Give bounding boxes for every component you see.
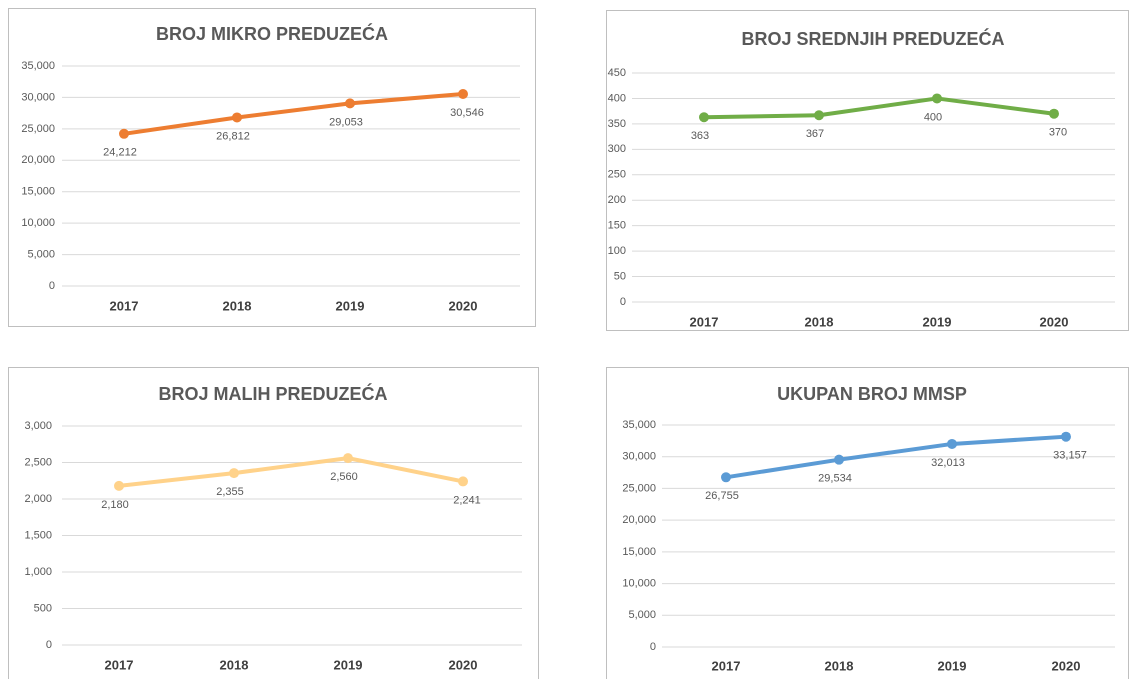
- x-tick-label: 2017: [712, 658, 741, 673]
- y-tick-label: 2,500: [24, 456, 52, 468]
- point: [458, 88, 468, 99]
- y-tick-label: 350: [608, 118, 626, 130]
- y-tick-label: 100: [608, 245, 626, 257]
- y-tick-label: 25,000: [622, 482, 656, 494]
- data-label: 24,212: [103, 147, 137, 159]
- x-tick-label: 2019: [334, 657, 363, 672]
- y-tick-label: 200: [608, 194, 626, 206]
- y-tick-label: 20,000: [622, 514, 656, 526]
- data-label: 26,755: [705, 490, 739, 502]
- data-label: 2,560: [330, 471, 358, 483]
- y-tick-label: 10,000: [622, 577, 656, 589]
- y-tick-label: 0: [620, 296, 626, 308]
- data-label: 32,013: [931, 457, 965, 469]
- chart: BROJ SREDNJIH PREDUZEĆA 0 50 100 150 200 250 30…: [606, 10, 1129, 331]
- point: [1061, 431, 1071, 442]
- y-tick-label: 30,000: [622, 451, 656, 463]
- x-tick-label: 2017: [690, 314, 719, 329]
- chart-title: UKUPAN BROJ MMSP: [777, 384, 967, 404]
- point: [232, 112, 242, 123]
- x-tick-label: 2020: [449, 298, 478, 313]
- point: [229, 468, 239, 479]
- y-tick-label: 20,000: [21, 154, 55, 166]
- y-tick-label: 5,000: [628, 609, 656, 621]
- line: [725, 434, 1067, 480]
- y-tick-label: 35,000: [622, 419, 656, 431]
- y-tick-label: 5,000: [27, 248, 55, 260]
- data-label: 29,534: [818, 473, 852, 485]
- y-tick-label: 300: [608, 143, 626, 155]
- x-tick-label: 2020: [1040, 314, 1069, 329]
- point: [345, 98, 355, 109]
- y-tick-label: 500: [34, 602, 52, 614]
- chart-title: BROJ MALIH PREDUZEĆA: [158, 383, 387, 404]
- y-tick-label: 0: [46, 639, 52, 651]
- point: [119, 128, 129, 139]
- line: [703, 96, 1055, 120]
- point: [699, 112, 709, 123]
- y-tick-label: 35,000: [21, 60, 55, 72]
- point: [343, 453, 353, 464]
- data-label: 2,241: [453, 494, 481, 506]
- x-tick-label: 2017: [105, 657, 134, 672]
- x-tick-label: 2018: [805, 314, 834, 329]
- y-tick-label: 450: [608, 67, 626, 79]
- chart-frame: [8, 8, 536, 327]
- line: [123, 92, 464, 136]
- y-tick-label: 15,000: [622, 546, 656, 558]
- x-tick-label: 2018: [220, 657, 249, 672]
- x-tick-label: 2020: [1052, 658, 1081, 673]
- chart: UKUPAN BROJ MMSP 0 5,000 10,000 15,000 20,000…: [606, 367, 1129, 679]
- data-label: 400: [924, 111, 942, 123]
- x-tick-label: 2018: [223, 298, 252, 313]
- chart-frame: [8, 367, 539, 679]
- y-tick-label: 1,000: [24, 566, 52, 578]
- x-tick-label: 2017: [110, 298, 139, 313]
- y-tick-label: 250: [608, 169, 626, 181]
- y-tick-label: 2,000: [24, 493, 52, 505]
- data-label: 367: [806, 128, 824, 140]
- chart: BROJ MALIH PREDUZEĆA 0 500 1,000 1,500 2,000 2…: [8, 367, 539, 679]
- data-label: 33,157: [1053, 450, 1087, 462]
- chart: BROJ MIKRO PREDUZEĆA 0 5,000 10,000 15,000 20…: [8, 8, 536, 327]
- point: [932, 93, 942, 104]
- data-label: 29,053: [329, 116, 363, 128]
- data-label: 370: [1049, 127, 1067, 139]
- point: [721, 472, 731, 483]
- y-tick-label: 30,000: [21, 91, 55, 103]
- chart-frame: [606, 367, 1129, 679]
- chart-frame: [606, 10, 1129, 331]
- point: [458, 476, 468, 487]
- point: [947, 438, 957, 449]
- y-tick-label: 0: [650, 641, 656, 653]
- x-tick-label: 2019: [336, 298, 365, 313]
- data-label: 30,546: [450, 107, 484, 119]
- point: [814, 110, 824, 121]
- chart-title: BROJ MIKRO PREDUZEĆA: [156, 23, 388, 44]
- point: [1049, 108, 1059, 119]
- data-label: 26,812: [216, 130, 250, 142]
- y-tick-label: 50: [614, 270, 626, 282]
- y-tick-label: 25,000: [21, 123, 55, 135]
- y-tick-label: 150: [608, 220, 626, 232]
- point: [834, 454, 844, 465]
- x-tick-label: 2019: [938, 658, 967, 673]
- data-label: 363: [691, 130, 709, 142]
- point: [114, 480, 124, 491]
- y-tick-label: 1,500: [24, 529, 52, 541]
- y-tick-label: 15,000: [21, 186, 55, 198]
- x-tick-label: 2018: [825, 658, 854, 673]
- x-tick-label: 2019: [923, 314, 952, 329]
- x-tick-label: 2020: [449, 657, 478, 672]
- y-tick-label: 0: [49, 280, 55, 292]
- y-tick-label: 400: [608, 92, 626, 104]
- data-label: 2,355: [216, 486, 244, 498]
- y-tick-label: 10,000: [21, 217, 55, 229]
- chart-title: BROJ SREDNJIH PREDUZEĆA: [741, 28, 1004, 49]
- line: [118, 456, 464, 488]
- y-tick-label: 3,000: [24, 420, 52, 432]
- data-label: 2,180: [101, 499, 129, 511]
